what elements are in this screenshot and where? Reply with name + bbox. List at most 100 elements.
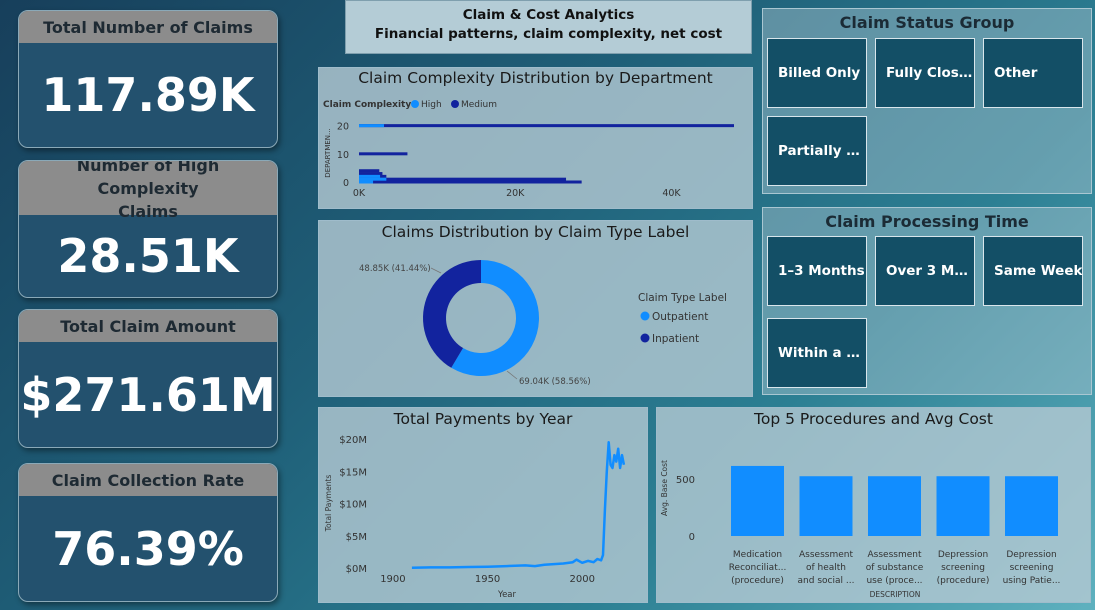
x-tick-label: 40K: [662, 188, 681, 199]
complexity-chart-panel: Claim Complexity Distribution by Departm…: [318, 67, 753, 209]
y-tick-label: $5M: [346, 532, 367, 543]
status-option-fully-closed[interactable]: Fully Clos…: [875, 38, 975, 108]
category-label: Depression: [938, 550, 988, 560]
chart-title: Top 5 Procedures and Avg Cost: [754, 410, 993, 428]
claim-type-donut-chart: 69.04K (58.56%) 48.85K (41.44%) Claim Type…: [359, 260, 727, 387]
procedure-bar: [936, 476, 990, 536]
category-label: Assessment: [799, 550, 853, 560]
procedure-bar: [1005, 476, 1058, 536]
category-label: (procedure): [731, 576, 784, 586]
bar-medium: [359, 169, 380, 173]
kpi-value: 117.89K: [41, 68, 255, 122]
x-tick-label: 20K: [506, 188, 525, 199]
data-label-leader: [430, 267, 442, 274]
legend-marker: [640, 311, 650, 321]
kpi-label: Total Claim Amount: [19, 310, 277, 342]
header-box: Claim & Cost Analytics Financial pattern…: [345, 0, 752, 54]
data-label-inpatient: 48.85K (41.44%): [359, 264, 431, 274]
y-axis-label: DEPARTMEN...: [324, 128, 332, 177]
page-title: Claim & Cost Analytics: [462, 7, 635, 23]
legend-label: Outpatient: [652, 311, 708, 323]
processing-option-over-3-months[interactable]: Over 3 M…: [875, 236, 975, 306]
slicer-title: Claim Status Group: [839, 13, 1015, 32]
legend-marker: [411, 100, 419, 108]
legend-label: High: [421, 100, 442, 110]
legend-marker: [640, 333, 650, 343]
bar-medium: [359, 180, 582, 184]
y-tick-label: 0: [689, 532, 695, 543]
legend-marker: [451, 100, 459, 108]
kpi-value: 28.51K: [57, 229, 239, 283]
bar-medium: [359, 177, 567, 181]
donut-slice-inpatient: [423, 260, 481, 368]
status-option-partially[interactable]: Partially …: [767, 116, 867, 186]
kpi-label: Total Number of Claims: [19, 11, 277, 43]
procedures-chart-panel: Top 5 Procedures and Avg Cost 500 0 Avg. B…: [656, 407, 1091, 603]
chart-title: Total Payments by Year: [393, 410, 573, 428]
bar-medium: [359, 152, 408, 156]
y-tick-label: 0: [343, 178, 349, 189]
category-label: Medication: [733, 550, 782, 560]
processing-option-same-week[interactable]: Same Week: [983, 236, 1083, 306]
y-tick-label: 500: [676, 475, 695, 486]
data-label-leader: [506, 370, 518, 380]
category-label: of health: [806, 563, 846, 573]
data-label-outpatient: 69.04K (58.56%): [519, 377, 591, 387]
kpi-collection-rate: Claim Collection Rate 76.39%: [18, 463, 278, 602]
payments-chart-panel: Total Payments by Year $20M $15M $10M $5M $0…: [318, 407, 648, 603]
legend-label: Inpatient: [652, 333, 699, 345]
legend-title: Claim Complexity: [323, 100, 411, 110]
y-tick-label: $0M: [346, 564, 367, 575]
processing-time-slicer: Claim Processing Time 1–3 Months Over 3 …: [762, 207, 1092, 395]
legend-label: Medium: [461, 100, 497, 110]
payments-line-chart: $20M $15M $10M $5M $0M 1900 1950 2000 Year Total …: [324, 435, 626, 600]
donut-slice-outpatient: [451, 260, 539, 376]
status-option-other[interactable]: Other: [983, 38, 1083, 108]
chart-title: Claims Distribution by Claim Type Label: [381, 223, 690, 241]
procedure-bar: [799, 476, 853, 536]
claim-type-chart-panel: Claims Distribution by Claim Type Label …: [318, 220, 753, 397]
kpi-label: Claim Collection Rate: [19, 464, 277, 496]
bar-high: [359, 124, 384, 128]
y-axis-label: Avg. Base Cost: [660, 460, 669, 516]
bar-high: [359, 174, 381, 178]
kpi-value: 76.39%: [52, 521, 244, 576]
category-label: Assessment: [868, 550, 922, 560]
processing-option-within-a[interactable]: Within a …: [767, 318, 867, 388]
x-axis-label: DESCRIPTION: [870, 590, 921, 599]
bar-high: [359, 177, 387, 181]
category-label: Reconciliat...: [729, 563, 787, 573]
y-tick-label: $20M: [339, 435, 367, 446]
payments-line: [411, 440, 626, 569]
y-axis-label: Total Payments: [324, 475, 333, 533]
category-label: screening: [941, 563, 985, 573]
procedures-bar-chart: 500 0 Avg. Base Cost Medication Reconciliat.…: [660, 460, 1061, 599]
procedure-bar: [731, 465, 784, 536]
procedure-bar: [868, 476, 921, 536]
bar-medium: [359, 172, 383, 176]
kpi-value: $271.61M: [20, 367, 276, 422]
processing-option-1-3-months[interactable]: 1–3 Months: [767, 236, 867, 306]
kpi-total-claims: Total Number of Claims 117.89K: [18, 10, 278, 148]
category-label: using Patie...: [1003, 576, 1061, 586]
category-label: of substance: [866, 563, 924, 573]
kpi-high-complexity: Number of High Complexity Claims 28.51K: [18, 160, 278, 298]
claim-status-slicer: Claim Status Group Billed Only Fully Clo…: [762, 8, 1092, 194]
status-option-billed-only[interactable]: Billed Only: [767, 38, 867, 108]
category-label: use (proce...: [866, 576, 922, 586]
y-tick-label: $10M: [339, 500, 367, 511]
x-tick-label: 1900: [380, 574, 405, 585]
category-label: Depression: [1006, 550, 1056, 560]
chart-title: Claim Complexity Distribution by Departm…: [358, 69, 713, 87]
complexity-bar-chart: Claim Complexity High Medium DEPARTMEN... 20…: [323, 100, 734, 199]
x-tick-label: 1950: [475, 574, 500, 585]
legend-title: Claim Type Label: [638, 292, 727, 304]
y-tick-label: 20: [337, 122, 349, 133]
kpi-label: Number of High Complexity Claims: [19, 161, 277, 221]
y-tick-label: 10: [337, 150, 349, 161]
kpi-total-amount: Total Claim Amount $271.61M: [18, 309, 278, 448]
x-tick-label: 2000: [569, 574, 594, 585]
x-tick-label: 0K: [353, 188, 366, 199]
x-axis-label: Year: [497, 590, 517, 600]
category-label: and social ...: [798, 576, 855, 586]
